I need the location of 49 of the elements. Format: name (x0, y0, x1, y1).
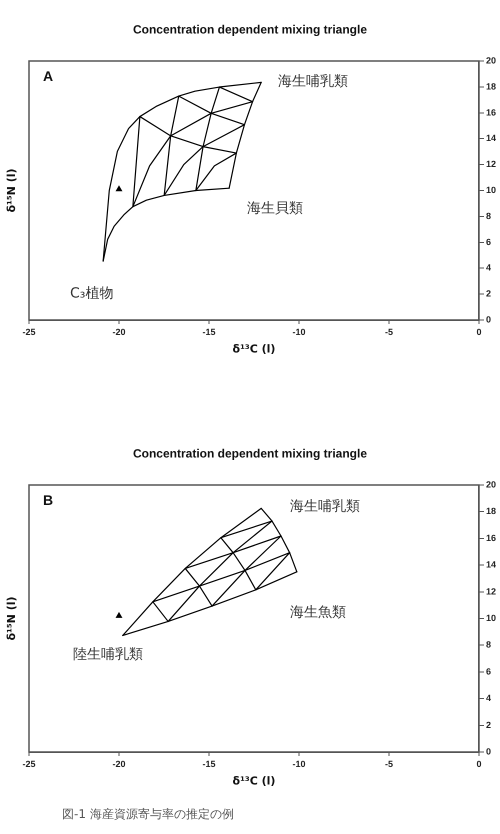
annotation: B (43, 492, 54, 508)
x-tick-label: -15 (202, 758, 216, 769)
annotation: 海生哺乳類 (278, 74, 348, 90)
y-tick-label: 14 (486, 133, 496, 144)
y-axis-title: δ¹⁵N (l) (4, 596, 18, 641)
y-tick-label: 12 (486, 586, 496, 596)
x-tick-label: -5 (384, 326, 393, 337)
x-axis-title: δ¹³C (l) (232, 774, 276, 788)
x-tick-label: -10 (292, 758, 306, 769)
y-tick-label: 6 (486, 236, 492, 247)
y-axis-title: δ¹⁵N (l) (4, 168, 18, 213)
chart-title: Concentration dependent mixing triangle (132, 446, 368, 460)
annotation: 海生貝類 (247, 200, 303, 217)
text: 図-1 海産資源寄与率の推定の例 (62, 806, 235, 823)
y-tick-label: 12 (486, 159, 496, 170)
x-tick-label: -20 (112, 326, 126, 337)
x-axis-title: δ¹³C (l) (232, 342, 276, 356)
y-tick-label: 4 (486, 693, 492, 704)
y-tick-label: 18 (486, 81, 496, 92)
x-tick-label: 0 (476, 758, 482, 769)
y-tick-label: 20 (486, 55, 496, 66)
y-tick-label: 0 (486, 314, 492, 324)
y-tick-label: 10 (486, 184, 496, 195)
y-tick-label: 10 (486, 612, 496, 623)
y-tick-label: 8 (486, 640, 492, 650)
x-tick-label: -25 (22, 758, 36, 769)
annotation: C₃植物 (70, 286, 114, 302)
y-tick-label: 0 (486, 746, 492, 756)
y-tick-label: 2 (486, 288, 492, 299)
y-tick-label: 8 (486, 210, 492, 221)
y-tick-label: 16 (486, 107, 496, 118)
annotation: 陸生哺乳類 (73, 646, 143, 663)
x-tick-label: -10 (292, 326, 306, 337)
y-tick-label: 16 (486, 532, 496, 543)
x-tick-label: -15 (202, 326, 216, 337)
annotation: A (43, 68, 54, 84)
x-tick-label: 0 (476, 326, 482, 337)
y-tick-label: 14 (486, 560, 496, 570)
annotation: 海生魚類 (290, 604, 346, 621)
chart-title: Concentration dependent mixing triangle (132, 22, 368, 36)
x-tick-label: -25 (22, 326, 36, 337)
annotation: 海生哺乳類 (290, 498, 360, 515)
x-tick-label: -20 (112, 758, 126, 769)
y-tick-label: 4 (486, 262, 492, 273)
y-tick-label: 18 (486, 506, 496, 516)
x-tick-label: -5 (384, 758, 393, 769)
y-tick-label: 20 (486, 479, 496, 490)
y-tick-label: 6 (486, 666, 492, 676)
y-tick-label: 2 (486, 720, 492, 730)
